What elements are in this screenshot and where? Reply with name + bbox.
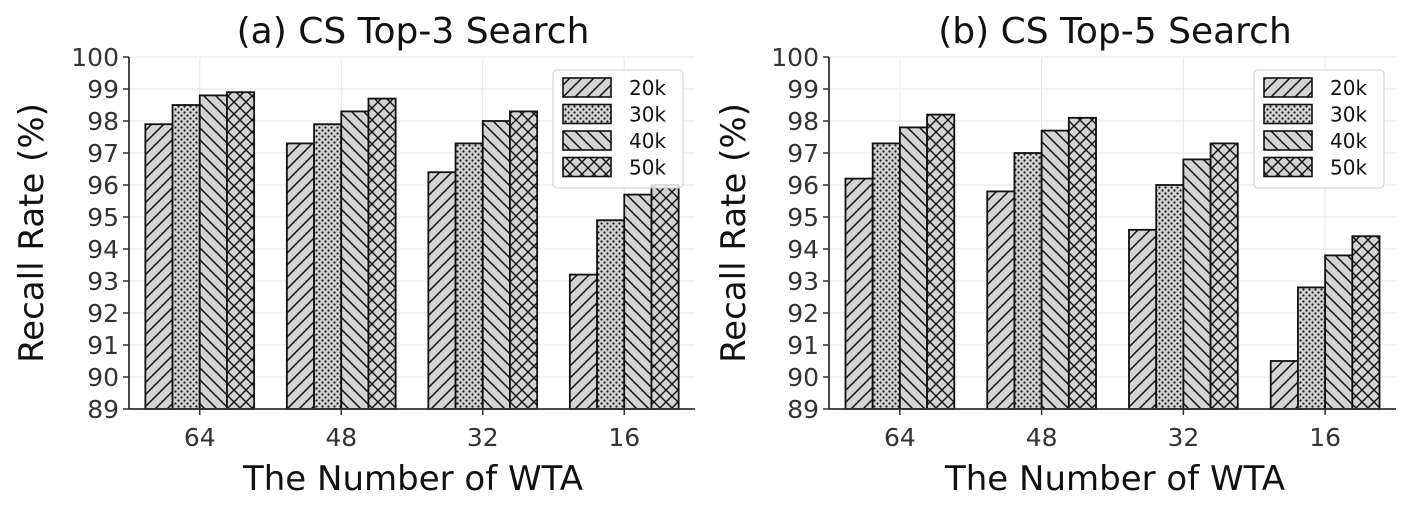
bar-40k-32: [481, 120, 511, 410]
x-tick-label: 16: [608, 423, 640, 452]
bar-20k-32: [1128, 228, 1158, 410]
y-tick-label: 90: [787, 363, 819, 392]
bar-50k-64: [226, 91, 256, 410]
x-tick-label: 48: [325, 423, 357, 452]
axes: [823, 56, 1396, 415]
y-tick-label: 99: [87, 75, 119, 104]
y-tick-label: 96: [87, 171, 119, 200]
bar-30k-48: [313, 123, 343, 410]
bar-50k-64: [926, 113, 956, 410]
y-tick-label: 100: [71, 43, 119, 72]
bar-50k-16: [650, 184, 680, 410]
bar-30k-32: [454, 142, 484, 410]
y-tick-label: 90: [87, 363, 119, 392]
legend-swatch-30k: [1263, 103, 1313, 125]
legend-swatch-20k: [1263, 77, 1313, 98]
legend-label-40k: 40k: [629, 129, 666, 153]
axes: [123, 56, 695, 415]
x-tick-label: 64: [184, 423, 216, 452]
legend-swatch-20k: [562, 77, 612, 98]
bar-20k-32: [427, 171, 457, 410]
y-tick-label: 93: [787, 267, 819, 296]
bar-40k-16: [1324, 254, 1354, 410]
bar-20k-64: [144, 123, 174, 410]
x-axis-label: The Number of WTA: [944, 459, 1285, 499]
y-tick-label: 97: [87, 139, 119, 168]
legend-label-20k: 20k: [1330, 76, 1367, 100]
bar-20k-16: [568, 273, 598, 410]
legend-label-30k: 30k: [629, 103, 666, 127]
legend-swatch-40k: [562, 130, 612, 151]
bar-20k-48: [285, 142, 315, 410]
y-axis-label: Recall Rate (%): [12, 103, 52, 363]
bar-40k-16: [623, 193, 653, 410]
legend-label-30k: 30k: [1330, 103, 1367, 127]
y-tick-label: 97: [787, 139, 819, 168]
bar-20k-16: [1269, 360, 1299, 410]
y-axis-label: Recall Rate (%): [714, 103, 754, 363]
bar-50k-32: [509, 110, 539, 410]
bar-40k-48: [340, 110, 370, 410]
y-tick-label: 91: [787, 331, 819, 360]
bar-50k-16: [1351, 235, 1381, 410]
x-axis-label: The Number of WTA: [242, 459, 583, 499]
x-tick-label: 32: [1167, 423, 1199, 452]
bar-50k-48: [367, 97, 397, 410]
y-tick-label: 96: [787, 171, 819, 200]
legend-swatch-30k: [562, 103, 612, 125]
bar-30k-48: [1013, 152, 1043, 410]
y-tick-label: 98: [87, 107, 119, 136]
y-tick-label: 91: [87, 331, 119, 360]
bar-30k-64: [171, 104, 201, 410]
y-tick-label: 99: [787, 75, 819, 104]
legend-swatch-40k: [1263, 130, 1313, 151]
bar-20k-64: [844, 177, 874, 410]
bars: [144, 91, 680, 410]
bar-40k-32: [1182, 158, 1212, 410]
bar-40k-64: [898, 126, 928, 410]
bar-30k-16: [1297, 286, 1327, 410]
legend-label-50k: 50k: [1330, 156, 1367, 180]
y-tick-label: 94: [787, 235, 819, 264]
y-tick-label: 89: [787, 395, 819, 424]
bars: [844, 113, 1381, 410]
legend-swatch-50k: [1263, 156, 1313, 178]
x-tick-label: 32: [467, 423, 499, 452]
bar-30k-32: [1155, 184, 1185, 410]
chart-panel-b: (b) CS Top-5 Search Recall Rate (%) The …: [714, 11, 1396, 499]
chart-title: (a) CS Top-3 Search: [237, 11, 590, 52]
tick-labels: 89 90 91 92 93 94 95 96 97 98 99 100 64 48 32 16: [71, 43, 640, 452]
y-tick-label: 98: [787, 107, 819, 136]
legend-label-40k: 40k: [1330, 129, 1367, 153]
y-tick-label: 89: [87, 395, 119, 424]
y-tick-label: 92: [787, 299, 819, 328]
bar-40k-64: [198, 94, 228, 410]
x-tick-label: 16: [1309, 423, 1341, 452]
y-tick-label: 95: [787, 203, 819, 232]
legend-swatch-50k: [562, 156, 612, 178]
y-tick-label: 95: [87, 203, 119, 232]
bar-50k-48: [1067, 116, 1097, 410]
y-tick-label: 93: [87, 267, 119, 296]
bar-40k-48: [1040, 129, 1070, 410]
legend-label-20k: 20k: [629, 76, 666, 100]
x-tick-label: 64: [884, 423, 916, 452]
bar-20k-48: [986, 190, 1016, 410]
y-tick-label: 100: [771, 43, 819, 72]
chart-panel-a: (a) CS Top-3 Search Recall Rate (%) The …: [12, 11, 695, 499]
bar-30k-16: [596, 219, 626, 410]
legend-label-50k: 50k: [629, 156, 666, 180]
tick-labels: 89 90 91 92 93 94 95 96 97 98 99 100 64 48 32 16: [771, 43, 1341, 452]
chart-title: (b) CS Top-5 Search: [938, 11, 1292, 52]
bar-50k-32: [1209, 142, 1239, 410]
y-tick-label: 94: [87, 235, 119, 264]
y-tick-label: 92: [87, 299, 119, 328]
bar-30k-64: [871, 142, 901, 410]
x-tick-label: 48: [1026, 423, 1058, 452]
